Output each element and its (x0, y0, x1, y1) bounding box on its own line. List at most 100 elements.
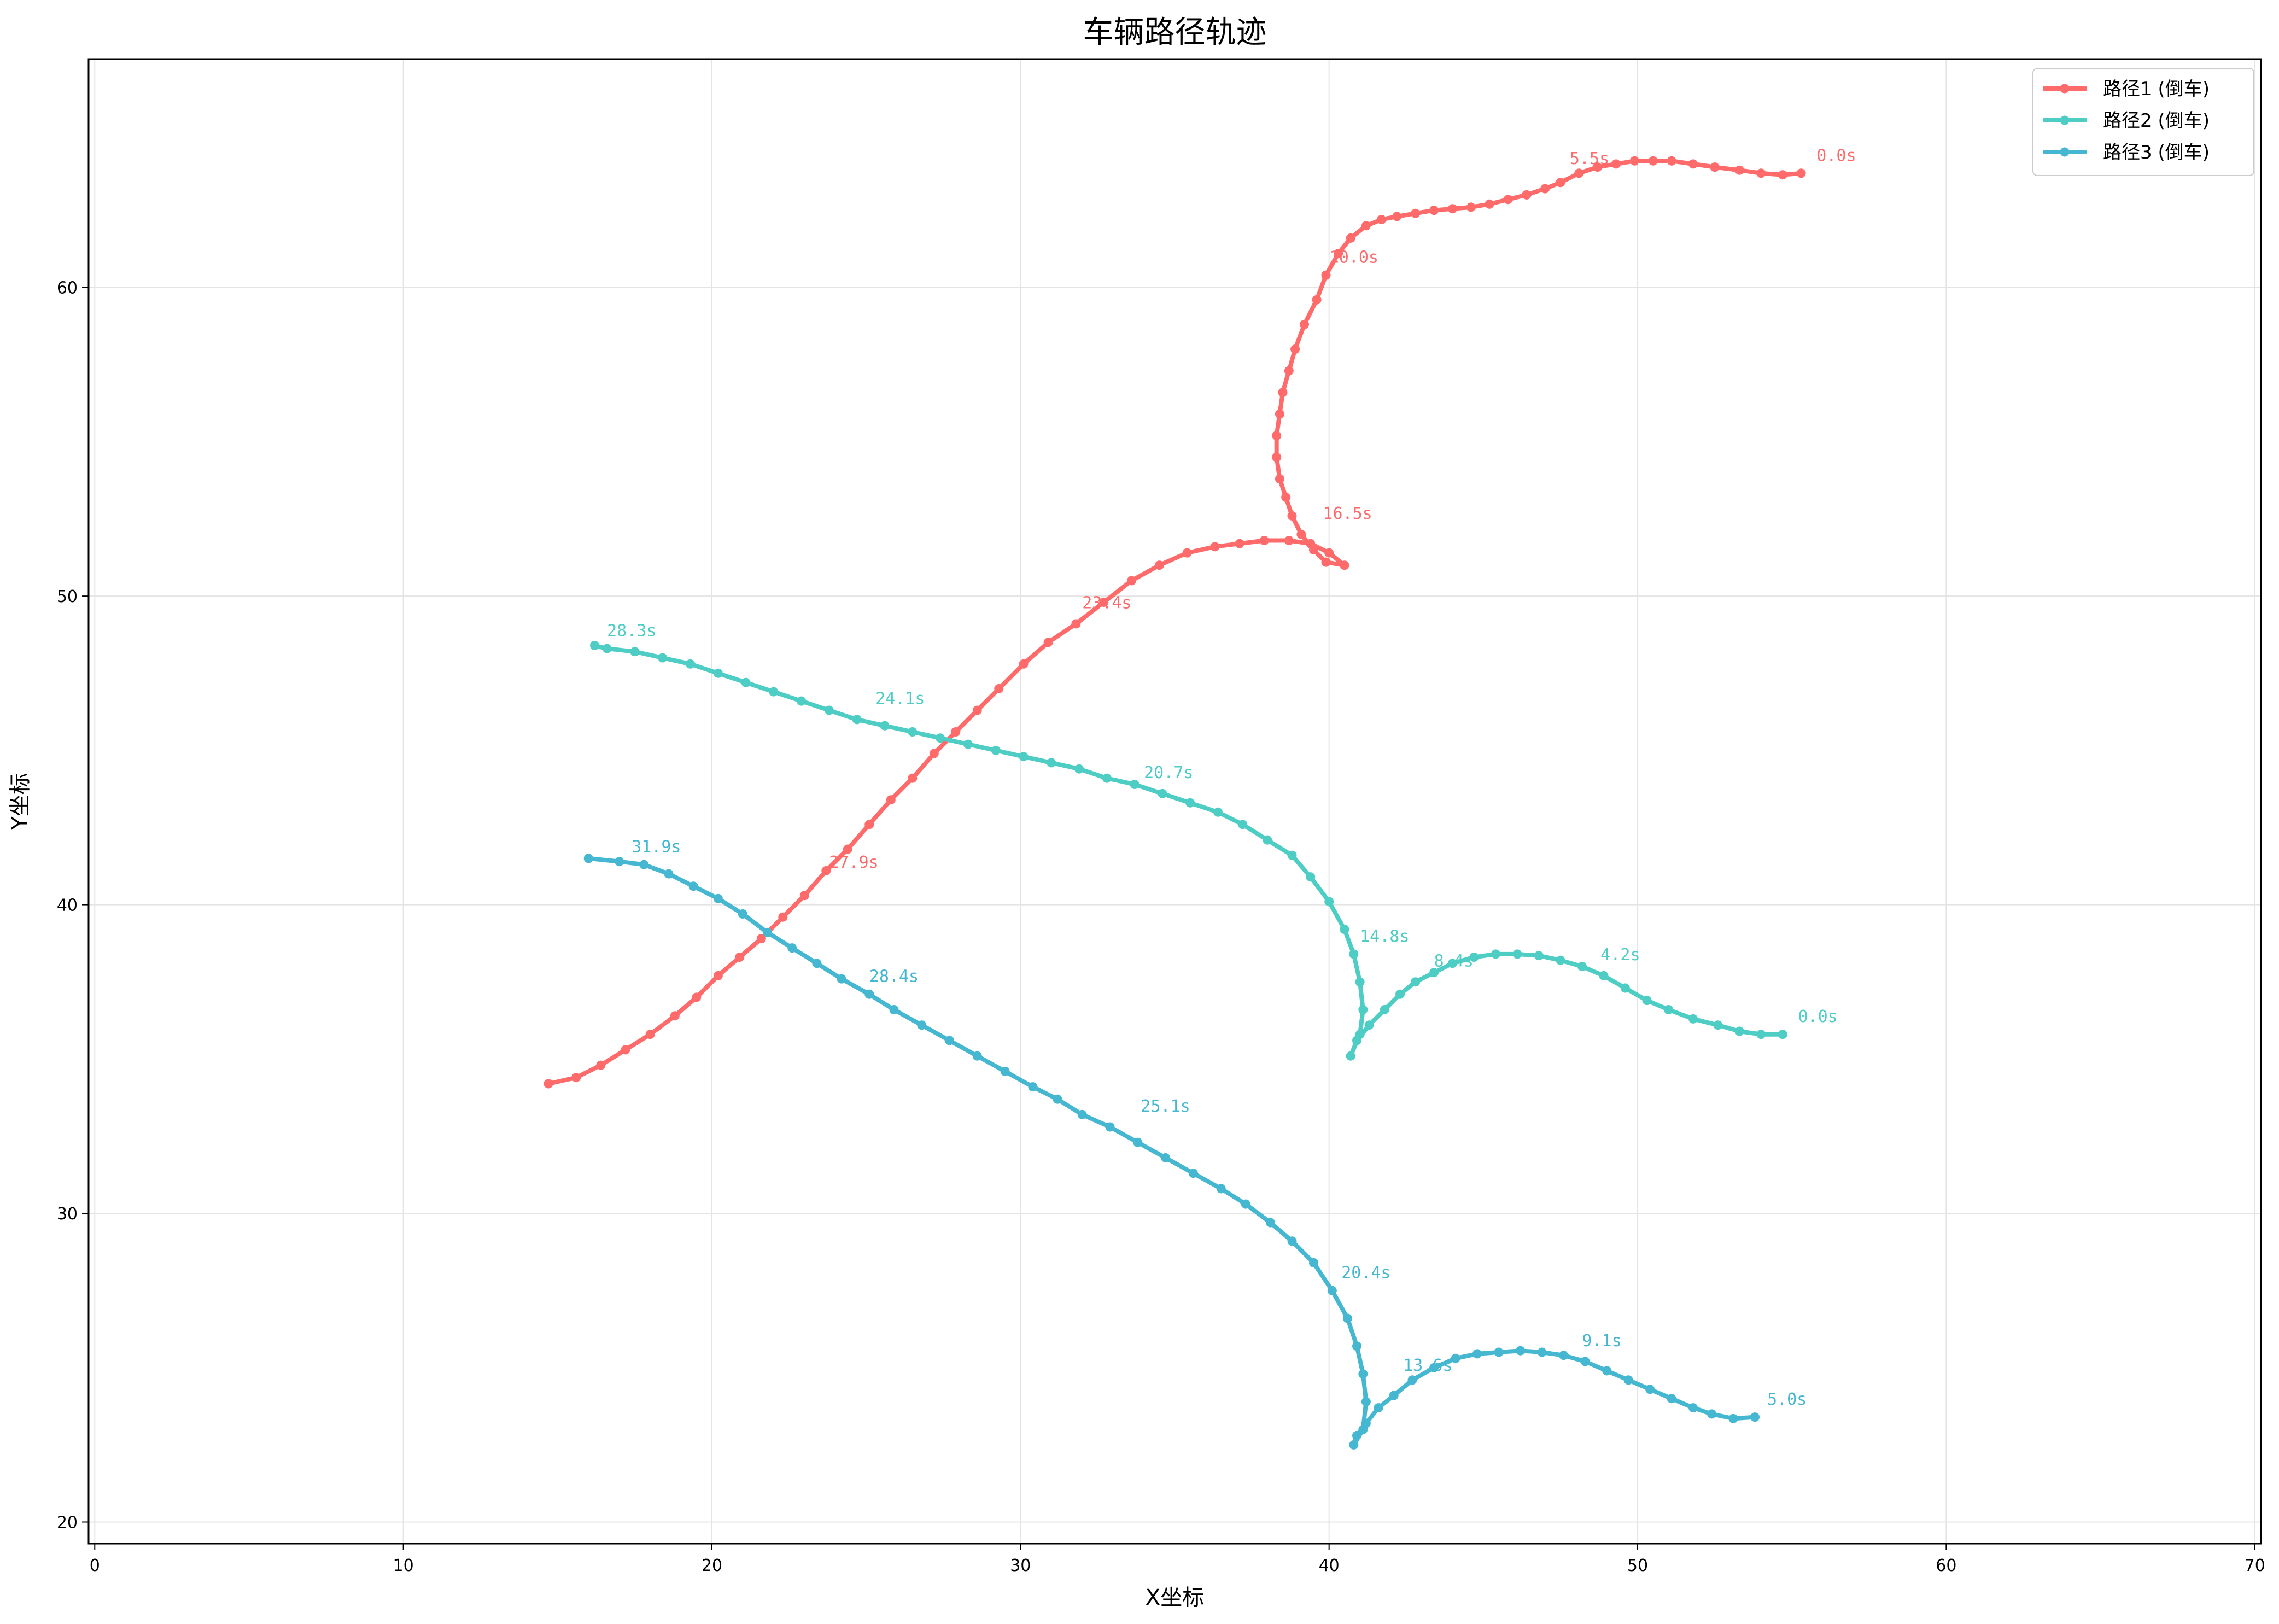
series-2-point (1185, 798, 1195, 808)
series-1-point (756, 934, 766, 944)
series-1-point (843, 844, 852, 854)
series-2-point (1778, 1030, 1787, 1039)
series-3-point (837, 974, 846, 984)
time-label: 13.6s (1403, 1356, 1452, 1375)
series-2-point (1340, 925, 1349, 934)
series-3-point (1667, 1394, 1676, 1404)
x-axis-title: X坐标 (1146, 1585, 1204, 1610)
series-1-point (1099, 597, 1109, 607)
series-2-point (1756, 1030, 1766, 1039)
series-3-point (812, 959, 822, 968)
series-2-point (1429, 968, 1439, 978)
series-2-point (1358, 1005, 1368, 1014)
series-3-point (1361, 1397, 1371, 1406)
series-3-point (639, 860, 649, 869)
series-2-point (1349, 949, 1359, 959)
series-2-point (1130, 780, 1140, 789)
series-1-point (1182, 548, 1192, 558)
time-label: 14.8s (1360, 927, 1409, 946)
time-label: 5.0s (1767, 1390, 1807, 1409)
time-label: 8.4s (1434, 952, 1474, 971)
series-3-point (1000, 1066, 1010, 1076)
legend-box (2032, 68, 2254, 176)
legend-label: 路径2 (倒车) (2103, 110, 2210, 132)
series-3-point (583, 854, 593, 863)
series-2-point (686, 659, 695, 669)
series-1-point (1688, 159, 1698, 169)
legend-swatch-marker (2060, 84, 2070, 94)
series-3-point (1494, 1347, 1504, 1357)
series-2-point (590, 641, 599, 650)
time-label: 24.1s (875, 690, 925, 709)
series-1 (544, 156, 1806, 1089)
x-tick-label: 40 (1319, 1556, 1340, 1575)
series-3-point (1374, 1403, 1383, 1413)
series-1-point (1235, 539, 1244, 548)
series-3-point (1216, 1184, 1226, 1194)
series-1-point (778, 912, 788, 922)
series-3-point (1352, 1341, 1361, 1351)
series-2-point (658, 653, 668, 663)
series-1-point (1466, 202, 1476, 212)
series-3-point (945, 1036, 954, 1045)
time-label: 27.9s (829, 853, 878, 872)
series-2-point (1620, 983, 1630, 993)
series-1-point (1629, 156, 1639, 166)
series-2-point (769, 687, 779, 697)
series-3-point (972, 1051, 982, 1061)
series-3-point (1750, 1412, 1760, 1422)
series-3-point (688, 881, 698, 891)
series-3-point (1429, 1363, 1439, 1372)
series-2-point (1447, 959, 1457, 968)
series-3-point (664, 869, 674, 879)
series-2-point (1395, 989, 1405, 999)
series-3-point (1327, 1286, 1337, 1295)
series-3-point (1265, 1218, 1275, 1228)
series-1-point (1275, 474, 1284, 484)
series-1-point (1127, 576, 1136, 586)
series-1-point (1278, 388, 1288, 398)
chart-title: 车辆路径轨迹 (1083, 15, 1267, 50)
y-tick-label: 40 (57, 896, 78, 915)
series-1-point (1522, 190, 1532, 200)
series-1-point (692, 992, 702, 1002)
x-tick-label: 20 (702, 1556, 722, 1575)
series-1-point (1290, 344, 1300, 354)
series-1-point (864, 820, 874, 829)
grid (89, 59, 2261, 1544)
time-label: 9.1s (1582, 1331, 1621, 1351)
series-3-point (1707, 1409, 1716, 1419)
time-label: 5.5s (1570, 149, 1609, 168)
series-1-point (1503, 195, 1513, 205)
series-2-point (1324, 897, 1334, 907)
y-axis-title: Y坐标 (8, 773, 33, 830)
annotation-layer: 0.0s 5.5s 10.0s 16.5s 23.4s 27.9s 0.0s 4.2s 8.4s… (607, 146, 1856, 1409)
series-2-point (1263, 835, 1272, 845)
series-1-line (546, 159, 1804, 1086)
series-2-point (880, 721, 890, 731)
time-label: 10.0s (1329, 248, 1378, 267)
series-3 (583, 854, 1760, 1450)
time-label: 20.7s (1144, 763, 1193, 782)
series-2-point (1306, 872, 1316, 882)
series-1-point (1043, 638, 1053, 647)
series-3-point (1161, 1153, 1171, 1162)
series-1-point (670, 1011, 680, 1021)
time-label: 0.0s (1816, 146, 1856, 165)
series-2 (590, 641, 1787, 1061)
plot-frame (87, 58, 2262, 1545)
series-3-point (889, 1005, 899, 1014)
series-1-point (1287, 511, 1297, 521)
series-3-point (1349, 1440, 1359, 1450)
series-1-point (1429, 206, 1439, 215)
series-3-point (1105, 1122, 1115, 1132)
series-3-point (1133, 1137, 1143, 1147)
x-tick-label: 50 (1627, 1556, 1648, 1575)
series-2-point (713, 668, 723, 678)
time-label: 20.4s (1341, 1264, 1390, 1283)
series-3-point (1559, 1351, 1569, 1360)
series-1-point (621, 1045, 630, 1055)
y-tick-label: 20 (57, 1513, 78, 1532)
series-1-point (1071, 619, 1081, 629)
